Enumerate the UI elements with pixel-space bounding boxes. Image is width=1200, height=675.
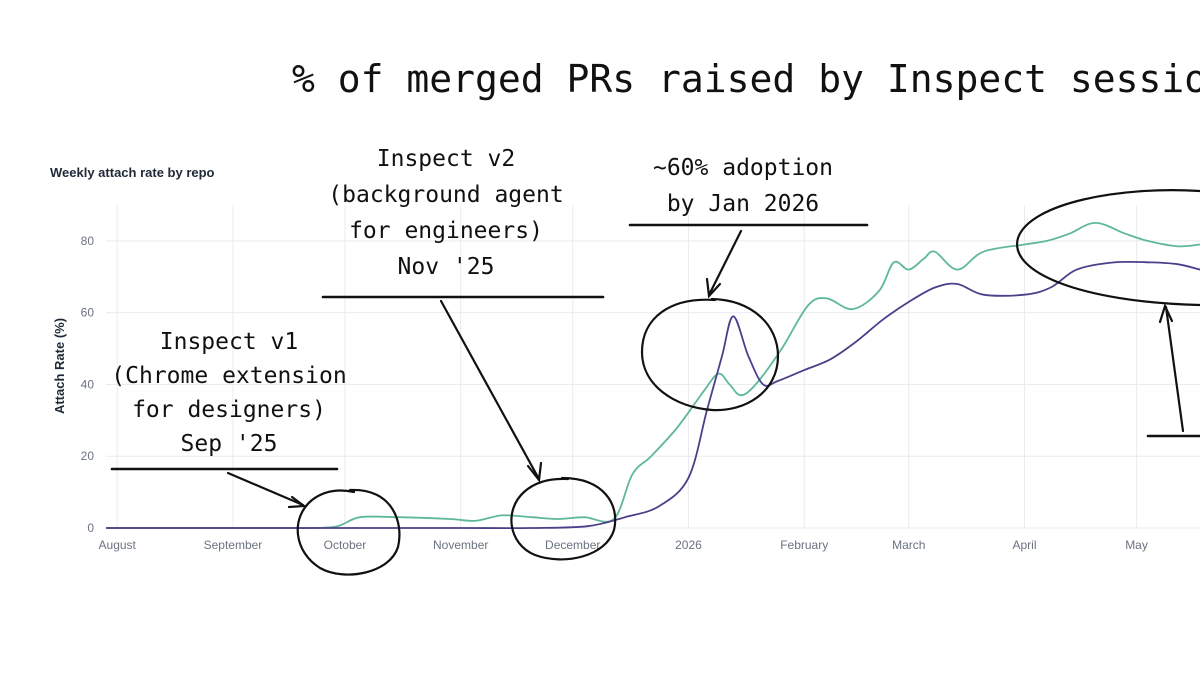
annotation-line: ~60% adoption bbox=[653, 155, 833, 181]
annotation-line: Inspect v2 bbox=[377, 146, 515, 172]
annotations: Inspect v1 (Chrome extension for designers… bbox=[110, 146, 1200, 576]
annotation-circle-v1 bbox=[296, 488, 401, 576]
y-tick-label: 40 bbox=[81, 377, 95, 391]
annotation-circle-v2 bbox=[510, 476, 617, 561]
annotation-line: Nov '25 bbox=[398, 254, 495, 280]
chart-subtitle: Weekly attach rate by repo bbox=[50, 165, 215, 180]
x-tick-label: August bbox=[99, 538, 137, 552]
x-tick-label: November bbox=[433, 538, 488, 552]
annotation-arrow-v1 bbox=[226, 471, 305, 507]
annotation-line: by Jan 2026 bbox=[667, 191, 819, 217]
x-tick-label: March bbox=[892, 538, 925, 552]
series-line-2 bbox=[106, 260, 1200, 530]
gridlines bbox=[106, 205, 1200, 529]
y-tick-label: 0 bbox=[87, 521, 94, 535]
x-tick-label: October bbox=[324, 538, 367, 552]
annotation-arrow-v2 bbox=[439, 299, 541, 481]
annotation-arrowhead-v1 bbox=[287, 495, 308, 509]
annotation-line: Inspect v1 bbox=[160, 329, 298, 355]
annotation-inspect-v2: Inspect v2 (background agent for engineers… bbox=[328, 146, 563, 280]
annotation-circle-adoption bbox=[640, 297, 780, 412]
x-tick-label: April bbox=[1013, 538, 1037, 552]
annotation-adoption: ~60% adoption by Jan 2026 bbox=[653, 155, 833, 217]
annotation-inspect-v1: Inspect v1 (Chrome extension for designers… bbox=[111, 329, 346, 457]
axis-ticks: 0 20 40 60 80 August September October November D… bbox=[81, 234, 1148, 552]
annotation-line: for engineers) bbox=[349, 218, 543, 244]
y-tick-label: 80 bbox=[81, 234, 95, 248]
annotation-line: (background agent bbox=[328, 182, 563, 208]
annotation-arrowhead-adoption bbox=[705, 277, 722, 299]
annotation-line: Sep '25 bbox=[181, 431, 278, 457]
y-axis-label: Attach Rate (%) bbox=[52, 318, 67, 414]
x-tick-label: February bbox=[780, 538, 828, 552]
series-lines bbox=[106, 222, 1200, 530]
annotation-line: for designers) bbox=[132, 397, 326, 423]
annotation-ellipse-plateau bbox=[1015, 189, 1200, 307]
y-tick-label: 60 bbox=[81, 306, 95, 320]
chart-title: % of merged PRs raised by Inspect sessio… bbox=[292, 57, 1200, 101]
x-tick-label: May bbox=[1125, 538, 1148, 552]
x-tick-label: 2026 bbox=[675, 538, 702, 552]
y-tick-label: 20 bbox=[81, 449, 95, 463]
x-tick-label: December bbox=[545, 538, 600, 552]
annotation-arrow-adoption bbox=[707, 229, 743, 297]
annotation-arrowhead-v2 bbox=[526, 461, 543, 483]
annotation-arrowhead-plateau bbox=[1158, 302, 1174, 324]
annotation-arrow-plateau bbox=[1164, 305, 1185, 433]
series-line-1 bbox=[106, 222, 1200, 530]
annotation-line: (Chrome extension bbox=[111, 363, 346, 389]
x-tick-label: September bbox=[204, 538, 263, 552]
